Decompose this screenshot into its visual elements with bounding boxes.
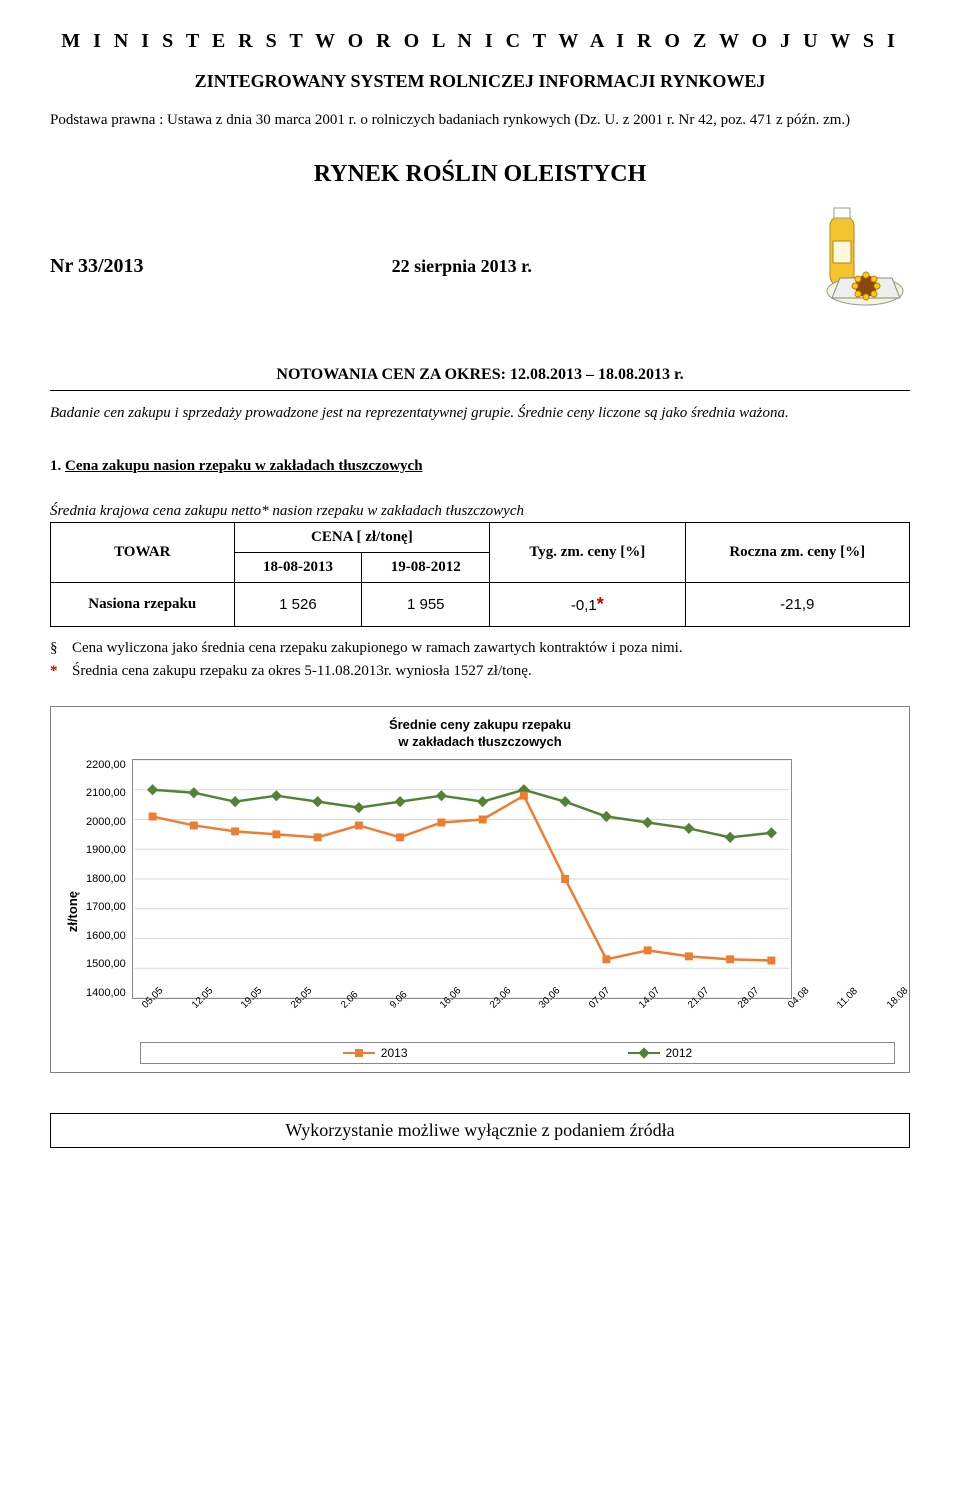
- chart-plot: [132, 759, 792, 999]
- col-towar: TOWAR: [51, 523, 235, 583]
- chart-yaxis: 2200,002100,002000,001900,001800,001700,…: [86, 759, 132, 999]
- table-caption: Średnia krajowa cena zakupu netto* nasio…: [50, 503, 910, 520]
- system-heading: ZINTEGROWANY SYSTEM ROLNICZEJ INFORMACJI…: [50, 71, 910, 92]
- cell-val2: 1 955: [362, 583, 490, 627]
- footnote-1: §Cena wyliczona jako średnia cena rzepak…: [50, 637, 910, 660]
- cell-roczna: -21,9: [685, 583, 910, 627]
- issue-number: Nr 33/2013: [50, 255, 144, 278]
- cell-tyg: -0,1*: [490, 583, 685, 627]
- section-number: 1.: [50, 458, 61, 474]
- col-roczna: Roczna zm. ceny [%]: [685, 523, 910, 583]
- chart-ylabel: zł/tonę: [65, 891, 80, 932]
- study-note: Badanie cen zakupu i sprzedaży prowadzon…: [50, 403, 910, 424]
- col-tyg: Tyg. zm. ceny [%]: [490, 523, 685, 583]
- legend-2012: 2012: [628, 1046, 693, 1060]
- section-1-heading: 1. Cena zakupu nasion rzepaku w zakładac…: [50, 458, 910, 475]
- chart-title: Średnie ceny zakupu rzepakuw zakładach t…: [65, 717, 895, 751]
- row-label: Nasiona rzepaku: [51, 583, 235, 627]
- footer-attribution: Wykorzystanie możliwe wyłącznie z podani…: [50, 1113, 910, 1148]
- ministry-heading: M I N I S T E R S T W O R O L N I C T W …: [50, 30, 910, 53]
- legal-basis-text: Podstawa prawna : Ustawa z dnia 30 marca…: [50, 110, 910, 131]
- col-date1: 18-08-2013: [234, 553, 362, 583]
- section-title: Cena zakupu nasion rzepaku w zakładach t…: [65, 458, 423, 474]
- footnote-2: *Średnia cena zakupu rzepaku za okres 5-…: [50, 660, 910, 683]
- issue-date: 22 sierpnia 2013 r.: [392, 256, 532, 277]
- oil-illustration: [770, 206, 910, 326]
- market-title: RYNEK ROŚLIN OLEISTYCH: [50, 161, 910, 188]
- notowania-heading: NOTOWANIA CEN ZA OKRES: 12.08.2013 – 18.…: [50, 366, 910, 384]
- chart-container: Średnie ceny zakupu rzepakuw zakładach t…: [50, 706, 910, 1073]
- chart-xaxis: 05.0512.0519.0526.052.069.0616.0623.0630…: [140, 1003, 895, 1014]
- price-table: TOWAR CENA [ zł/tonę] Tyg. zm. ceny [%] …: [50, 522, 910, 627]
- col-date2: 19-08-2012: [362, 553, 490, 583]
- divider: [50, 390, 910, 391]
- col-cena: CENA [ zł/tonę]: [234, 523, 490, 553]
- chart-legend: 2013 2012: [140, 1042, 895, 1064]
- legend-2013: 2013: [343, 1046, 408, 1060]
- cell-val1: 1 526: [234, 583, 362, 627]
- issue-date-row: Nr 33/2013 22 sierpnia 2013 r.: [50, 206, 910, 326]
- footnotes: §Cena wyliczona jako średnia cena rzepak…: [50, 637, 910, 682]
